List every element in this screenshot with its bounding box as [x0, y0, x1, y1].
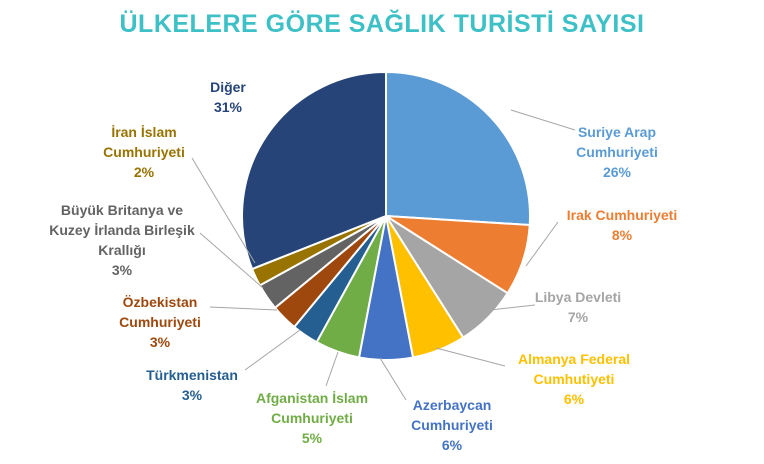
slice-label: Özbekistan [123, 294, 198, 310]
leader-line [525, 221, 559, 267]
slice-percent-label: 2% [134, 164, 155, 180]
leader-line [244, 329, 301, 371]
slice-label: İran İslam [111, 124, 176, 140]
slice-percent-label: 26% [603, 164, 632, 180]
slice-label: Azerbaycan [413, 397, 492, 413]
slice-label: Kuzey İrlanda Birleşik [49, 222, 195, 238]
slice-label: Suriye Arap [578, 124, 656, 140]
slice-label: Almanya Federal [518, 351, 630, 367]
slice-label: Cumhuriyeti [576, 144, 658, 160]
slice-percent-label: 3% [112, 262, 133, 278]
slice-label: Libya Devleti [535, 289, 621, 305]
slice-label: Cumhuriyeti [411, 417, 493, 433]
slice-percent-label: 7% [568, 309, 589, 325]
slice-percent-label: 8% [612, 227, 633, 243]
slice-label: Cumhuriyeti [119, 314, 201, 330]
slice-label: Irak Cumhuriyeti [567, 207, 677, 223]
slice-label: Türkmenistan [146, 367, 238, 383]
pie-slice [241, 70, 387, 271]
slice-percent-label: 3% [182, 387, 203, 403]
chart-title: ÜLKELERE GÖRE SAĞLIK TURİSTİ SAYISI [119, 10, 645, 38]
leader-line [510, 109, 576, 131]
slice-percent-label: 6% [442, 437, 463, 453]
slice-percent-label: 5% [302, 430, 323, 446]
leader-line [191, 157, 256, 264]
slice-label: Cumhuriyeti [103, 144, 185, 160]
slice-label: Afganistan İslam [256, 390, 368, 406]
slice-label: Cumhutiyeti [534, 371, 615, 387]
slice-label: Diğer [210, 79, 246, 95]
leader-line [199, 232, 264, 289]
leader-line [489, 304, 536, 311]
slice-label: Krallığı [98, 242, 145, 258]
leader-line [209, 306, 278, 311]
slice-percent-label: 6% [564, 391, 585, 407]
pie-slice [385, 70, 531, 227]
slice-label: Cumhuriyeti [271, 410, 353, 426]
slice-percent-label: 3% [150, 334, 171, 350]
leader-line [325, 351, 339, 387]
slice-percent-label: 31% [214, 99, 243, 115]
leader-line [379, 357, 407, 401]
slice-label: Büyük Britanya ve [61, 202, 183, 218]
leader-line [435, 347, 506, 367]
